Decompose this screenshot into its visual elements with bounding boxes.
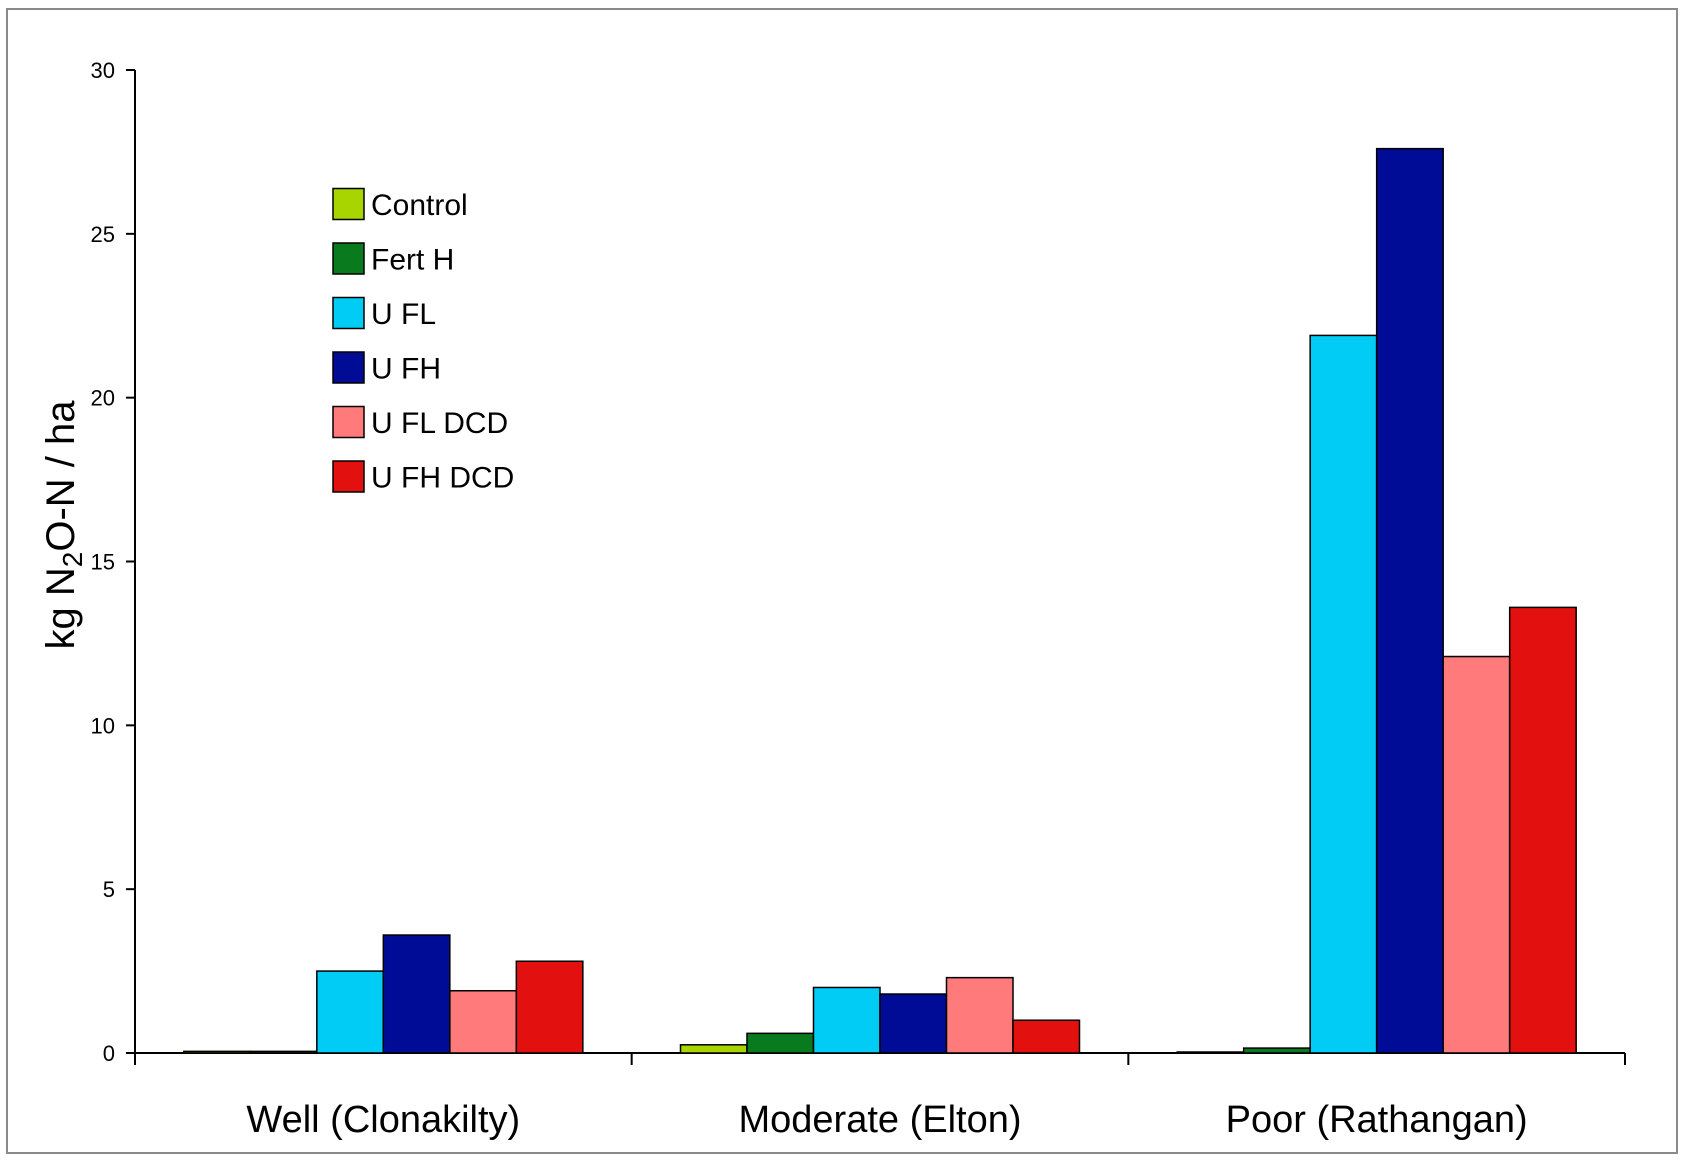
legend-swatch [332,460,365,493]
legend-label: U FH [371,353,441,386]
legend-swatch [332,187,365,221]
legend-label: U FL [371,298,436,331]
bar [449,989,518,1054]
legend-label: U FL DCD [371,407,508,440]
bar [1176,1051,1245,1054]
legend-swatch [332,351,365,384]
legend-label: Control [371,189,468,222]
category-label: Well (Clonakilty) [246,1099,520,1141]
bar [879,993,948,1054]
y-tick-label: 10 [91,713,115,738]
bar [679,1044,748,1054]
bars [183,147,1577,1054]
bar [746,1032,815,1054]
bar [249,1050,318,1054]
bar [316,970,385,1054]
tick-labels: 0 5 10 15 20 25 30 [91,58,115,1066]
bar [183,1050,252,1054]
y-tick-label: 30 [91,58,115,83]
bar [812,986,881,1054]
y-axis-title: kg N2O-N / ha [39,400,88,650]
y-tick-label: 0 [103,1041,115,1066]
bar [1442,655,1511,1054]
y-tick-label: 15 [91,550,115,575]
category-labels: Well (Clonakilty) Moderate (Elton) Poor (R… [246,1099,1527,1141]
category-label: Poor (Rathangan) [1226,1099,1528,1141]
legend-label: U FH DCD [371,462,514,495]
y-tick-label: 20 [91,386,115,411]
y-tick-label: 25 [91,222,115,247]
legend: Control Fert H U FL U FH U FL DCD U FH DCD [332,187,514,495]
bar [382,934,451,1054]
bar [1375,147,1444,1054]
y-tick-label: 5 [103,877,115,902]
bar [1242,1047,1311,1054]
bar [1309,334,1378,1054]
legend-swatch [332,242,365,275]
legend-swatch [332,296,365,330]
legend-swatch [332,405,365,439]
bar [1508,606,1577,1054]
bar [515,960,584,1054]
legend-label: Fert H [371,244,454,277]
bar [945,976,1014,1054]
bar [1012,1019,1081,1054]
category-label: Moderate (Elton) [738,1099,1021,1141]
